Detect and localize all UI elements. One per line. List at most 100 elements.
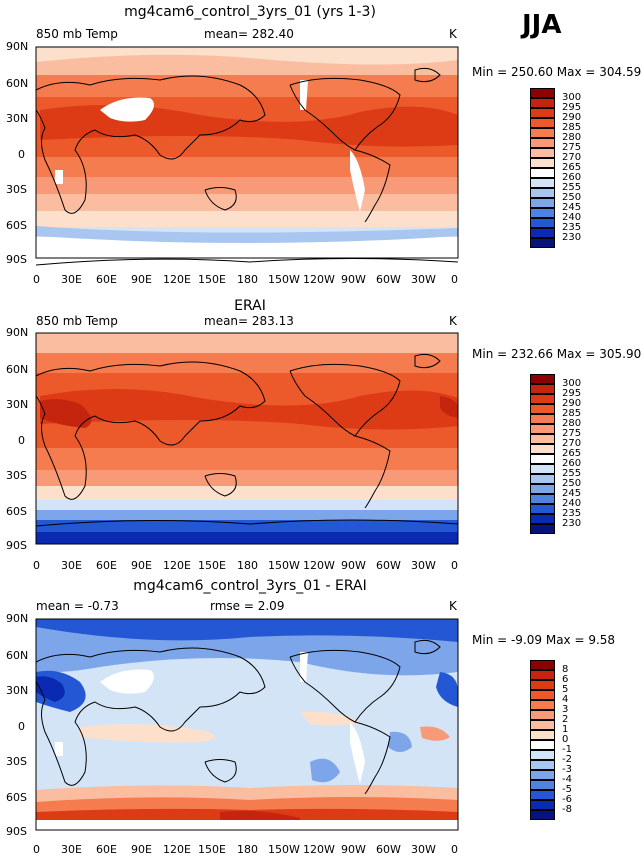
colorbar-swatch — [530, 188, 555, 198]
panel2-lat-tick-60s: 60S — [6, 505, 27, 518]
colorbar-label: 0 — [562, 734, 569, 745]
colorbar-swatch — [530, 88, 555, 98]
panel2-lon-tick: 60E — [96, 559, 117, 572]
colorbar-label: 265 — [562, 162, 582, 173]
panel3-lon-tick: 0 — [451, 843, 458, 856]
colorbar-label: 240 — [562, 498, 582, 509]
panel2-lat-tick-90s: 90S — [6, 539, 27, 552]
panel3-rmse-label: rmse = 2.09 — [210, 599, 285, 613]
panel2-mean-label: mean= 283.13 — [204, 314, 294, 328]
colorbar-label: 245 — [562, 202, 582, 213]
colorbar-swatch — [530, 198, 555, 208]
colorbar-label: 255 — [562, 182, 582, 193]
panel3-lon-tick: 30W — [411, 843, 436, 856]
colorbar-swatch — [530, 514, 555, 524]
panel3-lon-tick: 30E — [61, 843, 82, 856]
colorbar-label: 290 — [562, 112, 582, 123]
panel2-variable-label: 850 mb Temp — [36, 314, 118, 328]
panel1-variable-label: 850 mb Temp — [36, 27, 118, 41]
panel2-units-label: K — [449, 314, 457, 328]
panel2-lon-tick: 120W — [303, 559, 335, 572]
colorbar-label: 245 — [562, 488, 582, 499]
panel1-map — [35, 46, 459, 266]
colorbar-swatch — [530, 750, 555, 760]
panel3-lon-tick: 180 — [237, 843, 258, 856]
panel1-lon-tick: 60W — [376, 273, 401, 286]
colorbar-label: -3 — [562, 764, 572, 775]
panel3-title: mg4cam6_control_3yrs_01 - ERAI — [133, 578, 367, 594]
colorbar-label: 260 — [562, 458, 582, 469]
colorbar-swatch — [530, 148, 555, 158]
panel1-minmax: Min = 250.60 Max = 304.59 — [472, 65, 642, 79]
colorbar-swatch — [530, 444, 555, 454]
colorbar-swatch — [530, 108, 555, 118]
panel1-lon-tick: 0 — [451, 273, 458, 286]
colorbar-label: 270 — [562, 438, 582, 449]
colorbar-swatch — [530, 710, 555, 720]
colorbar-label: -6 — [562, 794, 572, 805]
panel1-coastlines — [35, 67, 459, 266]
panel1-contour-bands — [36, 47, 458, 259]
colorbar-swatch — [530, 760, 555, 770]
colorbar-label: 230 — [562, 518, 582, 529]
colorbar-swatch — [530, 810, 555, 820]
panel1-lon-tick: 90W — [341, 273, 366, 286]
panel3-lat-tick-30n: 30N — [6, 684, 29, 697]
colorbar-swatch — [530, 414, 555, 424]
colorbar-swatch — [530, 484, 555, 494]
panel2-lon-tick: 60W — [376, 559, 401, 572]
colorbar-swatch — [530, 790, 555, 800]
panel3-lon-tick: 0 — [33, 843, 40, 856]
colorbar-label: 5 — [562, 684, 569, 695]
colorbar-label: 280 — [562, 132, 582, 143]
colorbar-label: -4 — [562, 774, 572, 785]
colorbar-label: -1 — [562, 744, 572, 755]
panel2-lat-tick-30n: 30N — [6, 398, 29, 411]
panel2-coastlines — [35, 353, 459, 527]
panel2-lat-tick-0: 0 — [18, 434, 25, 447]
colorbar-label: 230 — [562, 232, 582, 243]
colorbar-label: 285 — [562, 122, 582, 133]
panel2-lon-tick: 0 — [33, 559, 40, 572]
panel2-plot-frame — [35, 332, 459, 545]
panel3-lat-tick-90n: 90N — [6, 612, 29, 625]
colorbar-swatch — [530, 208, 555, 218]
season-label: JJA — [522, 10, 562, 40]
panel2-lon-tick: 90W — [341, 559, 366, 572]
panel1-lat-tick-0: 0 — [18, 148, 25, 161]
colorbar-label: 235 — [562, 508, 582, 519]
colorbar-swatch — [530, 780, 555, 790]
colorbar-swatch — [530, 524, 555, 534]
colorbar-label: 285 — [562, 408, 582, 419]
panel3-mean-label: mean = -0.73 — [36, 599, 119, 613]
panel3-coastlines — [35, 639, 441, 795]
colorbar-swatch — [530, 384, 555, 394]
colorbar-swatch — [530, 504, 555, 514]
panel2-lon-tick: 90E — [131, 559, 152, 572]
colorbar-label: 235 — [562, 222, 582, 233]
colorbar-label: 295 — [562, 102, 582, 113]
colorbar-swatch — [530, 680, 555, 690]
colorbar-label: 3 — [562, 704, 569, 715]
panel3-lat-tick-30s: 30S — [6, 755, 27, 768]
panel1-lon-tick: 150W — [268, 273, 300, 286]
colorbar-swatch — [530, 98, 555, 108]
colorbar-swatch — [530, 128, 555, 138]
colorbar-swatch — [530, 494, 555, 504]
panel2-contour-bands — [36, 333, 458, 544]
panel3-contour-bands — [36, 619, 458, 830]
panel1-lon-tick: 0 — [33, 273, 40, 286]
panel2-map — [35, 332, 459, 545]
panel3-lat-tick-90s: 90S — [6, 825, 27, 838]
panel2-lon-tick: 120E — [163, 559, 191, 572]
panel3-map — [35, 618, 459, 831]
panel1-lon-tick: 90E — [131, 273, 152, 286]
panel1-title: mg4cam6_control_3yrs_01 (yrs 1-3) — [124, 4, 376, 20]
panel1-lon-tick: 150E — [198, 273, 226, 286]
colorbar-label: 300 — [562, 92, 582, 103]
colorbar-swatch — [530, 118, 555, 128]
colorbar-label: 250 — [562, 478, 582, 489]
colorbar-swatch — [530, 690, 555, 700]
panel2-title: ERAI — [234, 298, 266, 314]
panel2-minmax: Min = 232.66 Max = 305.90 — [472, 347, 642, 361]
